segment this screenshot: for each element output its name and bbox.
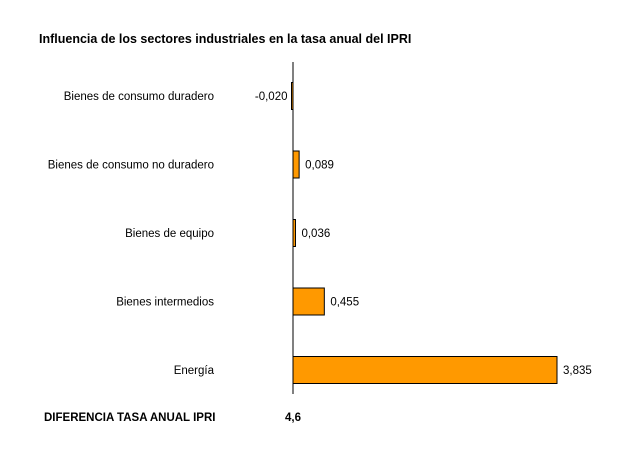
bars-group: Bienes de consumo duradero -0,020 Bienes d…	[48, 82, 592, 384]
data-label-4: 0,455	[330, 297, 359, 309]
bar-2	[292, 150, 300, 179]
category-label-4: Bienes intermedios	[116, 297, 214, 309]
total-value: 4,6	[285, 412, 301, 424]
bar-1	[291, 82, 294, 110]
total-label: DIFERENCIA TASA ANUAL IPRI	[44, 412, 215, 424]
data-label-2: 0,089	[305, 160, 334, 172]
chart-title: Influencia de los sectores industriales …	[39, 32, 411, 46]
bar-5	[292, 356, 558, 384]
bar-3	[292, 219, 296, 247]
data-label-3: 0,036	[301, 228, 330, 240]
category-label-3: Bienes de equipo	[125, 228, 214, 240]
data-label-1: -0,020	[255, 91, 288, 103]
bar-4	[292, 287, 325, 316]
data-label-5: 3,835	[563, 365, 592, 377]
category-label-2: Bienes de consumo no duradero	[48, 160, 214, 172]
category-label-1: Bienes de consumo duradero	[64, 91, 214, 103]
category-label-5: Energía	[174, 365, 215, 377]
